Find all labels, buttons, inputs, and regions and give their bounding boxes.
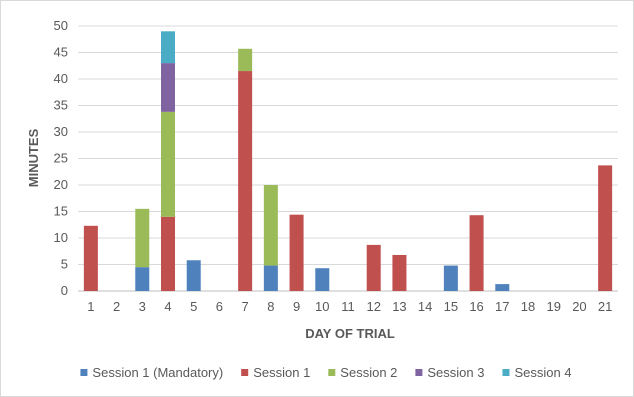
bars bbox=[83, 31, 613, 291]
y-axis-ticks: 0 5 10 15 20 25 30 35 40 45 50 bbox=[54, 18, 68, 298]
bar-segment bbox=[598, 165, 613, 291]
legend-label: Session 4 bbox=[514, 365, 571, 380]
y-tick-label: 35 bbox=[54, 98, 68, 113]
x-tick-label: 11 bbox=[341, 299, 355, 314]
bar-segment bbox=[161, 216, 175, 291]
bar-segment bbox=[135, 267, 150, 291]
x-tick-label: 10 bbox=[315, 299, 329, 314]
bar-segment bbox=[263, 185, 278, 266]
x-tick-label: 13 bbox=[392, 299, 406, 314]
bar-segment bbox=[161, 63, 175, 112]
y-axis-title: MINUTES bbox=[26, 128, 41, 187]
bar-segment bbox=[289, 214, 304, 291]
y-tick-label: 45 bbox=[54, 45, 68, 60]
bar-segment bbox=[83, 225, 98, 291]
bar-segment bbox=[495, 284, 510, 291]
y-tick-label: 20 bbox=[54, 177, 68, 192]
x-tick-label: 15 bbox=[444, 299, 458, 314]
legend: Session 1 (Mandatory) Session 1 Session 2 S… bbox=[80, 365, 572, 380]
x-tick-label: 6 bbox=[216, 299, 223, 314]
y-tick-label: 0 bbox=[61, 283, 68, 298]
y-tick-label: 25 bbox=[54, 151, 68, 166]
x-tick-label: 14 bbox=[418, 299, 432, 314]
bar-segment bbox=[186, 260, 201, 291]
x-tick-label: 5 bbox=[190, 299, 197, 314]
bar-segment bbox=[392, 254, 407, 291]
legend-label: Session 1 (Mandatory) bbox=[92, 365, 223, 380]
legend-label: Session 3 bbox=[427, 365, 484, 380]
x-tick-label: 16 bbox=[469, 299, 483, 314]
y-tick-label: 30 bbox=[54, 124, 68, 139]
y-tick-label: 15 bbox=[54, 204, 68, 219]
x-tick-label: 7 bbox=[242, 299, 249, 314]
x-tick-label: 21 bbox=[598, 299, 612, 314]
legend-swatch bbox=[241, 369, 249, 376]
x-tick-label: 20 bbox=[572, 299, 586, 314]
bar-segment bbox=[238, 71, 253, 291]
bar-segment bbox=[161, 31, 175, 64]
bar-segment bbox=[315, 268, 330, 291]
x-tick-label: 12 bbox=[366, 299, 380, 314]
y-tick-label: 5 bbox=[61, 257, 68, 272]
x-tick-label: 19 bbox=[546, 299, 560, 314]
bar-segment bbox=[135, 208, 150, 268]
y-tick-label: 10 bbox=[54, 230, 68, 245]
x-axis-ticks: 1 2 3 4 5 6 7 8 9 10 11 12 13 14 15 16 17 18 19 20 21 bbox=[87, 299, 612, 314]
legend-swatch bbox=[502, 369, 510, 376]
legend-swatch bbox=[80, 369, 88, 376]
y-tick-label: 40 bbox=[54, 71, 68, 86]
legend-swatch bbox=[328, 369, 336, 376]
x-tick-label: 17 bbox=[495, 299, 509, 314]
x-tick-label: 1 bbox=[87, 299, 94, 314]
bar-segment bbox=[238, 48, 253, 72]
x-tick-label: 9 bbox=[293, 299, 300, 314]
bar-segment bbox=[366, 244, 381, 291]
x-tick-label: 2 bbox=[113, 299, 120, 314]
bar-segment bbox=[263, 265, 278, 291]
y-tick-label: 50 bbox=[54, 18, 68, 33]
bar-segment bbox=[443, 265, 458, 291]
x-axis-title: DAY OF TRIAL bbox=[305, 326, 395, 341]
x-tick-label: 18 bbox=[521, 299, 535, 314]
legend-label: Session 1 bbox=[253, 365, 310, 380]
x-tick-label: 8 bbox=[267, 299, 274, 314]
legend-label: Session 2 bbox=[340, 365, 397, 380]
legend-swatch bbox=[415, 369, 423, 376]
bar-segment bbox=[469, 215, 484, 291]
gridlines bbox=[78, 25, 618, 292]
bar-segment bbox=[161, 111, 175, 217]
x-tick-label: 3 bbox=[139, 299, 146, 314]
x-tick-label: 4 bbox=[164, 299, 171, 314]
